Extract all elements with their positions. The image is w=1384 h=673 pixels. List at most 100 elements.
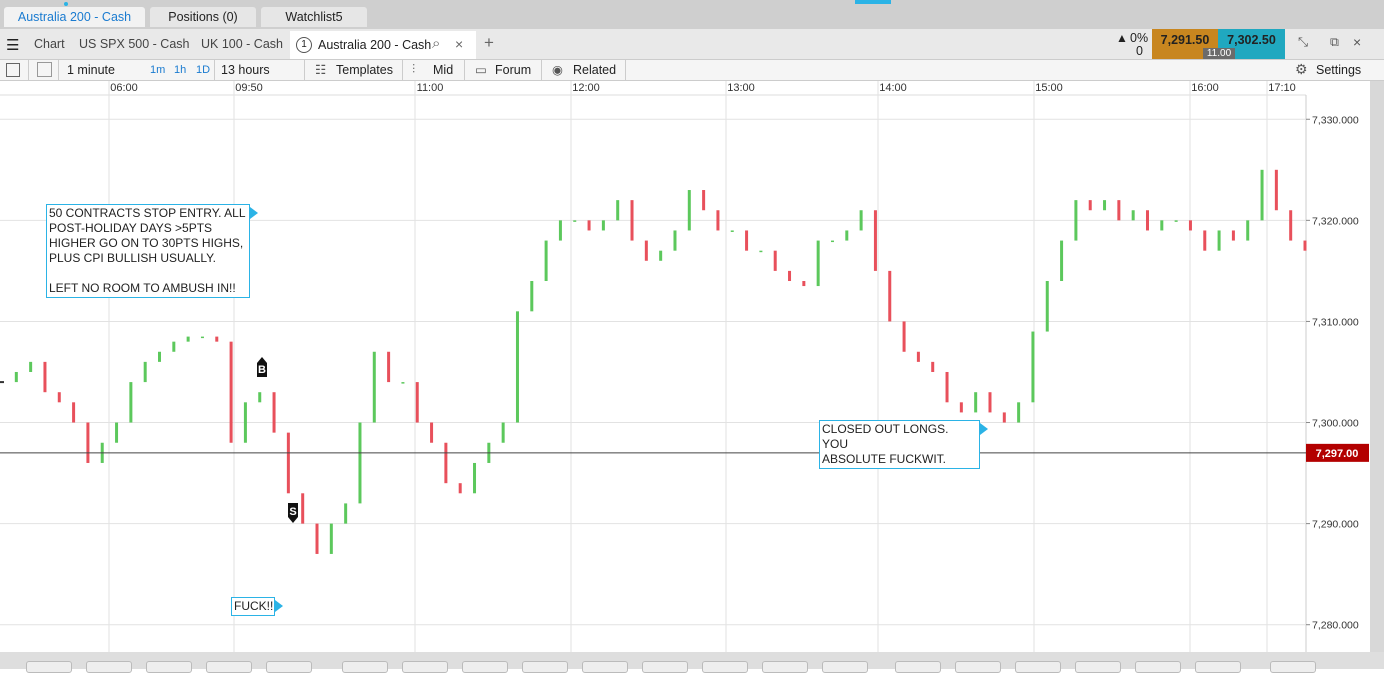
close-icon[interactable]: ×: [1353, 34, 1362, 50]
window-icon[interactable]: ⤡: [1298, 35, 1309, 49]
candle: [14, 371, 18, 383]
button[interactable]: [342, 661, 388, 673]
button[interactable]: [206, 661, 252, 673]
annotation-line: 50 CONTRACTS STOP ENTRY. ALL: [49, 206, 246, 220]
candle: [372, 351, 376, 423]
candle: [258, 392, 262, 403]
x-tick-label: 14:00: [879, 82, 907, 94]
button[interactable]: [642, 661, 688, 673]
menu-icon[interactable]: ☰: [6, 37, 20, 54]
candle: [186, 336, 190, 342]
candle: [272, 392, 276, 433]
toolbar-item[interactable]: Forum: [495, 63, 532, 77]
candle: [200, 336, 204, 339]
trade-marker: [257, 357, 267, 377]
candle: [143, 361, 147, 383]
candle: [172, 341, 176, 352]
candle: [358, 422, 362, 504]
candle: [458, 483, 462, 494]
button[interactable]: [702, 661, 748, 673]
button[interactable]: [762, 661, 808, 673]
candle: [931, 361, 935, 372]
close-icon[interactable]: ×: [455, 36, 464, 52]
button[interactable]: [266, 661, 312, 673]
icon[interactable]: [37, 62, 52, 77]
annotation-line: CLOSED OUT LONGS. YOU: [822, 422, 949, 451]
chart-tab[interactable]: US SPX 500 - Cash: [79, 37, 190, 51]
y-tick-label: 7,310.000: [1312, 316, 1359, 328]
button[interactable]: [955, 661, 1001, 673]
sell-button[interactable]: 7,291.50: [1152, 29, 1218, 59]
x-tick-label: 17:10: [1268, 82, 1296, 94]
x-tick-label: 06:00: [110, 82, 138, 94]
interval[interactable]: 1 minute: [67, 63, 115, 77]
button[interactable]: [26, 661, 72, 673]
scroll-area: [1370, 81, 1384, 652]
button[interactable]: [1270, 661, 1316, 673]
icon: ▭: [475, 63, 487, 77]
candle: [859, 210, 863, 231]
y-tick-label: 7,330.000: [1312, 114, 1359, 126]
range[interactable]: 13 hours: [221, 63, 270, 77]
interval-button[interactable]: 1m: [150, 64, 166, 76]
candle: [86, 422, 90, 463]
annotation[interactable]: CLOSED OUT LONGS. YOU ABSOLUTE FUCKWIT.: [819, 420, 988, 469]
window-tab[interactable]: Australia 200 - Cash: [4, 7, 145, 27]
candle: [315, 523, 319, 554]
tab-number: 1: [296, 37, 312, 53]
toolbar-item[interactable]: Templates: [336, 63, 393, 77]
button[interactable]: [582, 661, 628, 673]
search-icon[interactable]: ⌕: [432, 35, 441, 52]
button[interactable]: [462, 661, 508, 673]
button[interactable]: [895, 661, 941, 673]
settings[interactable]: Settings: [1316, 63, 1362, 77]
candle: [959, 402, 963, 413]
chart-tab[interactable]: UK 100 - Cash: [201, 37, 283, 51]
candle: [830, 240, 834, 243]
candle: [745, 230, 749, 251]
icon: ⫶: [412, 62, 416, 76]
candle: [1002, 412, 1006, 423]
window-tab[interactable]: Watchlist5: [261, 7, 367, 27]
annotation-line: PLUS CPI BULLISH USUALLY.: [49, 251, 216, 265]
candle: [1303, 240, 1307, 251]
chart-tab[interactable]: Chart: [34, 37, 65, 51]
button[interactable]: [1195, 661, 1241, 673]
window-tab[interactable]: Positions (0): [150, 7, 256, 27]
button[interactable]: [1135, 661, 1181, 673]
icon: ◉: [552, 63, 563, 77]
candle: [229, 341, 233, 443]
toolbar-item[interactable]: Related: [573, 63, 617, 77]
candle: [401, 382, 405, 384]
button[interactable]: [522, 661, 568, 673]
active-chart-tab[interactable]: 1 Australia 200 - Cash ⌕ ×: [290, 31, 476, 59]
candle: [129, 382, 133, 423]
candle: [873, 210, 877, 271]
button[interactable]: [146, 661, 192, 673]
candle: [430, 422, 434, 443]
x-tick-label: 13:00: [727, 82, 755, 94]
window-icon[interactable]: ⧉: [1330, 35, 1339, 49]
toolbar-item[interactable]: Mid: [433, 63, 454, 77]
candle: [115, 422, 119, 443]
interval-button[interactable]: 1h: [174, 64, 187, 76]
button[interactable]: [1075, 661, 1121, 673]
button[interactable]: [402, 661, 448, 673]
annotation[interactable]: 50 CONTRACTS STOP ENTRY. ALL POST-HOLIDA…: [46, 204, 258, 298]
candle: [1160, 220, 1164, 231]
candle: [301, 493, 305, 524]
interval-button[interactable]: 1D: [196, 64, 211, 76]
candle: [473, 462, 477, 494]
x-tick-label: 11:00: [417, 82, 444, 94]
annotation[interactable]: FUCK!!: [231, 597, 283, 616]
current-price-label: 7,297.00: [1316, 448, 1359, 460]
button[interactable]: [86, 661, 132, 673]
bottom-bar: [0, 652, 1384, 673]
icon[interactable]: [6, 63, 20, 77]
candle: [716, 210, 720, 231]
candle: [1045, 281, 1049, 332]
add-tab[interactable]: +: [484, 33, 494, 52]
button[interactable]: [1015, 661, 1061, 673]
button[interactable]: [822, 661, 868, 673]
